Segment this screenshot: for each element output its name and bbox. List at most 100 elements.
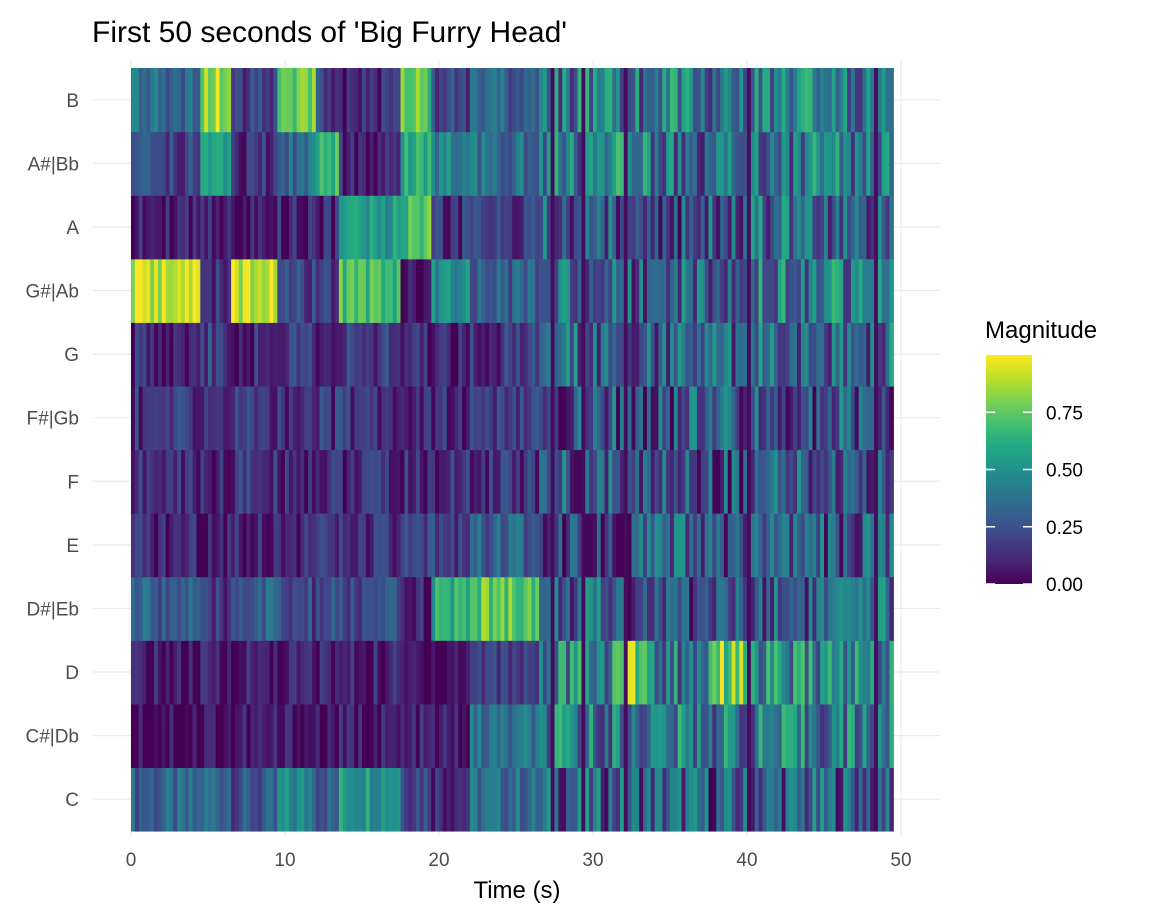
heatmap-cell	[184, 576, 190, 641]
heatmap-cell	[184, 68, 190, 133]
heatmap-cell	[843, 322, 848, 387]
heatmap-cell	[469, 195, 475, 260]
heatmap-cell	[793, 131, 798, 196]
heatmap-cell	[596, 640, 602, 705]
heatmap-cell	[858, 322, 864, 387]
heatmap-cell	[558, 258, 563, 323]
heatmap-cell	[754, 703, 760, 768]
heatmap-cell	[739, 258, 744, 323]
heatmap-cell	[658, 195, 663, 260]
heatmap-cell	[238, 385, 244, 451]
heatmap-cell	[569, 131, 575, 196]
heatmap-cell	[854, 640, 860, 705]
heatmap-cell	[770, 767, 775, 832]
heatmap-cell	[685, 195, 690, 260]
heatmap-cell	[500, 449, 506, 514]
heatmap-cell	[365, 576, 371, 641]
heatmap-cell	[146, 68, 151, 133]
heatmap-cell	[396, 703, 402, 768]
heatmap-cell	[608, 322, 613, 387]
heatmap-cell	[723, 195, 729, 260]
heatmap-cell	[816, 195, 821, 260]
heatmap-cell	[408, 322, 413, 387]
heatmap-cell	[558, 68, 563, 133]
heatmap-cell	[535, 640, 540, 705]
heatmap-cell	[254, 703, 259, 768]
heatmap-cell	[689, 767, 694, 832]
heatmap-cell	[369, 640, 375, 705]
heatmap-cell	[427, 640, 432, 705]
heatmap-cells	[131, 68, 894, 832]
heatmap-cell	[277, 258, 282, 323]
heatmap-cell	[435, 258, 440, 323]
heatmap-cell	[412, 767, 417, 832]
heatmap-cell	[654, 449, 660, 514]
heatmap-cell	[670, 513, 675, 578]
heatmap-cell	[546, 385, 552, 451]
heatmap-cell	[512, 322, 517, 387]
heatmap-cell	[804, 68, 810, 133]
heatmap-cell	[365, 258, 371, 323]
heatmap-cell	[211, 322, 217, 387]
heatmap-cell	[639, 131, 644, 196]
heatmap-cell	[542, 258, 548, 323]
heatmap-cell	[843, 258, 848, 323]
heatmap-cell	[404, 449, 409, 514]
heatmap-cell	[585, 767, 590, 832]
heatmap-cell	[839, 449, 844, 514]
heatmap-cell	[419, 195, 425, 260]
heatmap-cell	[242, 258, 248, 323]
heatmap-cell	[542, 131, 548, 196]
heatmap-cell	[635, 131, 640, 196]
heatmap-cell	[277, 131, 282, 196]
heatmap-cell	[854, 703, 860, 768]
heatmap-cell	[677, 576, 683, 641]
heatmap-cell	[569, 513, 575, 578]
heatmap-cell	[234, 131, 240, 196]
heatmap-cell	[496, 703, 502, 768]
heatmap-cell	[200, 131, 205, 196]
heatmap-cell	[712, 640, 717, 705]
heatmap-cell	[373, 322, 378, 387]
heatmap-cell	[446, 195, 452, 260]
heatmap-cell	[388, 385, 394, 451]
heatmap-cell	[820, 385, 825, 451]
heatmap-cell	[388, 322, 394, 387]
heatmap-cell	[523, 576, 529, 641]
heatmap-cell	[462, 449, 467, 514]
heatmap-cell	[292, 703, 298, 768]
heatmap-cell	[835, 195, 840, 260]
heatmap-cell	[712, 322, 717, 387]
heatmap-cell	[881, 322, 887, 387]
heatmap-cell	[685, 767, 690, 832]
heatmap-cell	[816, 640, 821, 705]
heatmap-cell	[689, 703, 694, 768]
heatmap-cell	[596, 385, 602, 451]
heatmap-cell	[196, 258, 201, 323]
heatmap-cell	[542, 449, 548, 514]
heatmap-cell	[762, 195, 767, 260]
heatmap-cell	[181, 258, 186, 323]
heatmap-cell	[396, 258, 402, 323]
heatmap-cell	[473, 449, 479, 514]
heatmap-cell	[154, 258, 159, 323]
heatmap-cell	[388, 68, 394, 133]
heatmap-cell	[874, 68, 879, 133]
heatmap-cell	[635, 576, 640, 641]
heatmap-cell	[800, 703, 806, 768]
heatmap-cell	[157, 767, 163, 832]
heatmap-cell	[762, 576, 767, 641]
heatmap-cell	[184, 640, 190, 705]
heatmap-cell	[327, 385, 332, 451]
heatmap-cell	[824, 703, 829, 768]
heatmap-cell	[585, 513, 590, 578]
heatmap-cell	[311, 640, 317, 705]
heatmap-cell	[747, 68, 752, 133]
heatmap-cell	[593, 449, 598, 514]
heatmap-cell	[177, 195, 182, 260]
heatmap-cell	[188, 576, 194, 641]
heatmap-cell	[585, 68, 590, 133]
heatmap-cell	[423, 131, 429, 196]
heatmap-cell	[142, 703, 147, 768]
heatmap-cell	[354, 703, 359, 768]
